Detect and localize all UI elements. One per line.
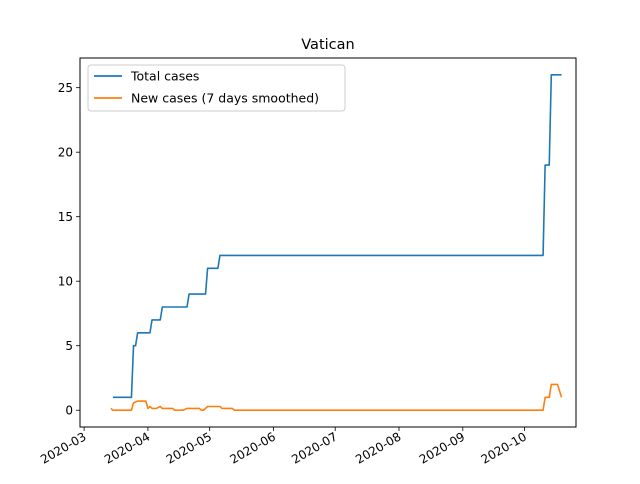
x-tick-label: 2020-05 — [164, 429, 214, 466]
y-tick-label: 15 — [58, 210, 73, 224]
x-tick-label: 2020-08 — [353, 429, 403, 466]
x-tick-label: 2020-07 — [289, 429, 339, 466]
series-layer — [110, 73, 563, 412]
x-tick-label: 2020-09 — [417, 429, 467, 466]
series-line-1 — [110, 383, 563, 412]
x-tick-label: 2020-04 — [102, 429, 152, 466]
legend-label-0: Total cases — [130, 69, 199, 84]
y-tick-label: 20 — [58, 146, 73, 160]
y-tick-label: 25 — [58, 81, 73, 95]
y-tick-label: 10 — [58, 275, 73, 289]
legend-box — [87, 64, 346, 112]
x-tick-label: 2020-10 — [479, 429, 529, 466]
y-tick-label: 0 — [65, 404, 73, 418]
series-line-0 — [112, 73, 562, 399]
y-axis: 0 5 10 15 20 25 — [58, 81, 80, 418]
x-axis: 2020-03 2020-04 2020-05 2020-06 2020-07 2020-… — [38, 427, 529, 467]
chart-title: Vatican — [301, 37, 354, 53]
x-tick-label: 2020-06 — [228, 429, 278, 466]
y-tick-label: 5 — [65, 339, 73, 353]
legend-label-1: New cases (7 days smoothed) — [131, 91, 319, 106]
legend: Total cases New cases (7 days smoothed) — [87, 64, 346, 112]
x-tick-label: 2020-03 — [38, 429, 88, 466]
plot-frame — [79, 57, 577, 428]
